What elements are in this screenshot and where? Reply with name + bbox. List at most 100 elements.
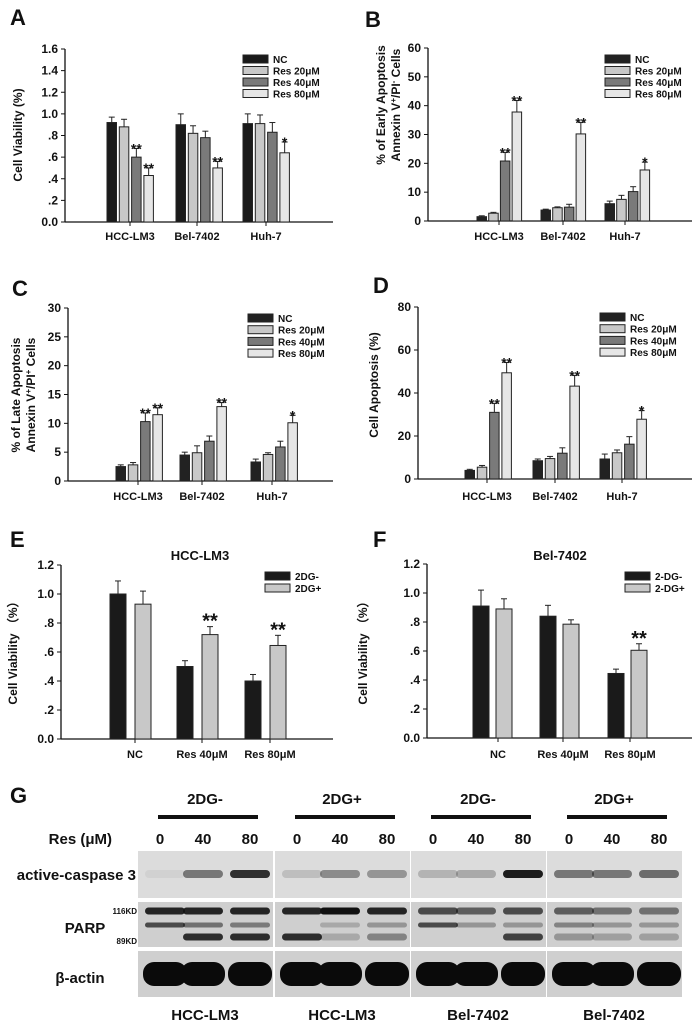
caspase3-band [320,870,360,878]
significance-marker: ** [140,405,151,421]
parp-116kd-band [639,907,679,915]
y-tick-label: 40 [398,386,412,400]
dose-value: 40 [604,831,621,848]
significance-marker: * [282,134,288,150]
y-tick-label: 20 [408,156,422,170]
legend-label: Res 40μM [630,336,677,347]
y-tick-label: 1.2 [403,557,420,571]
category-label: Res 80μM [244,749,295,761]
bar [540,209,551,222]
bar [179,454,190,482]
group-bracket [567,815,667,819]
legend-swatch [604,66,631,75]
y-tick-label: .8 [48,129,58,143]
y-tick-label: 30 [48,301,62,315]
parp-116kd-band [145,907,185,915]
bar [552,207,563,222]
bar [476,216,487,222]
treatment-group-label: 2DG- [187,791,223,808]
y-tick-label: .6 [44,645,54,659]
caspase3-band [554,870,594,878]
panel-letter: F [373,527,386,552]
parp-116kd-band [554,907,594,915]
significance-marker: * [290,407,296,423]
treatment-group-label: 2DG- [460,791,496,808]
category-label: HCC-LM3 [462,491,512,503]
parp-band [592,922,632,928]
caspase3-band [145,870,185,878]
treatment-group-label: 2DG+ [322,791,362,808]
legend-swatch [242,89,269,98]
parp-band [503,922,543,928]
y-tick-label: 20 [48,359,62,373]
significance-marker: * [642,154,648,170]
beta-actin-band [143,962,187,986]
parp-116kd-band [456,907,496,915]
parp-band [183,922,223,928]
caspase3-band [503,870,543,878]
bar [616,198,627,222]
legend-swatch [264,571,291,581]
bar [563,206,575,222]
bar [254,123,266,223]
y-axis-label-line2: Annexin V+/PI- Cells [389,48,404,161]
category-label: Huh-7 [256,491,287,503]
western-blot-panel: G Res (μM) 2DG- 0 40 80 HCC-LM3 2DG+ 0 40 80 HCC-LM… [10,783,682,1024]
y-axis-label: Cell Apoptosis (%) [367,332,381,438]
y-axis-label: Cell Viability （%） [5,595,20,704]
y-tick-label: 1.0 [37,587,54,601]
parp-band [145,922,185,928]
parp-band [456,922,496,928]
dose-value: 0 [156,831,164,848]
category-label: NC [490,749,506,761]
bar [287,422,298,482]
legend-swatch [604,89,631,98]
y-tick-label: 5 [54,445,61,459]
legend-swatch [599,324,626,334]
superscript: + [24,369,33,374]
dose-label: Res (μM) [49,831,112,848]
dose-value: 0 [293,831,301,848]
bar [562,623,580,739]
bar [511,111,523,222]
category-label: Bel-7402 [174,231,219,243]
bar [131,156,142,223]
bar [250,461,261,482]
chart-title: HCC-LM3 [171,548,230,563]
bar [636,418,647,480]
category-label: Res 40μM [537,749,588,761]
y-tick-label: 30 [408,128,422,142]
beta-actin-band [501,962,545,986]
y-tick-label: 0 [404,472,411,486]
caspase3-band [418,870,458,878]
significance-marker: ** [511,92,522,108]
panel-letter: G [10,783,27,808]
caspase3-band [282,870,322,878]
legend-swatch [604,77,631,87]
bar [140,421,151,482]
bar [624,443,635,480]
y-tick-label: 25 [48,330,62,344]
bar [488,212,499,222]
label-part: /PI [389,83,403,98]
bar [200,137,211,223]
legend-swatch [247,348,274,358]
parp-band [367,922,407,928]
label-part: Cells [24,337,38,369]
bar [630,649,648,739]
panel-letter: E [10,527,25,552]
significance-marker: ** [631,628,647,650]
legend-swatch [599,312,626,322]
label-part: Annexin V [24,394,38,453]
legend-swatch [242,54,269,64]
bar [244,680,262,740]
bar [639,169,651,222]
caspase3-band [183,870,223,878]
y-tick-label: .8 [44,616,54,630]
bar [532,460,543,480]
marker-116kd: 116KD [113,907,138,916]
parp-band [230,922,270,928]
